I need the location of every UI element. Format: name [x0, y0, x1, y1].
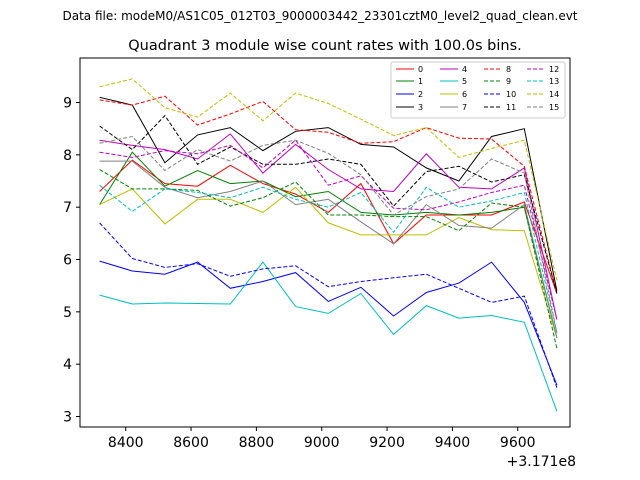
legend-label-9: 9	[506, 77, 511, 86]
axes: 8400 8600 8800 9000 9200 9400 9600 3 4 5 6 7 8 9	[63, 95, 535, 451]
series-line-11	[99, 114, 558, 294]
series-line-7	[99, 160, 558, 339]
legend-label-12: 12	[549, 65, 559, 74]
legend-label-14: 14	[549, 90, 559, 99]
series-line-10	[99, 222, 558, 388]
y-tick-label: 6	[63, 253, 72, 269]
y-tick-label: 8	[63, 148, 72, 164]
legend-label-15: 15	[549, 103, 559, 112]
series-line-5	[99, 261, 558, 412]
legend-label-0: 0	[418, 65, 423, 74]
legend-label-7: 7	[462, 103, 467, 112]
series-line-15	[99, 135, 558, 333]
x-tick-label: 8600	[173, 435, 209, 451]
legend-label-3: 3	[418, 103, 423, 112]
axes-frame	[79, 57, 571, 428]
x-tick-label: 9000	[304, 435, 340, 451]
legend-label-4: 4	[462, 65, 467, 74]
legend-label-1: 1	[418, 77, 423, 86]
x-tick-label: 8800	[239, 435, 275, 451]
legend-label-13: 13	[549, 77, 559, 86]
x-offset-label: +3.171e8	[507, 454, 576, 470]
legend-label-6: 6	[462, 90, 467, 99]
legend-box	[390, 61, 566, 119]
x-tick-label: 9200	[369, 435, 405, 451]
series-line-3	[99, 96, 558, 291]
x-tick-label: 9600	[500, 435, 536, 451]
series-line-9	[99, 169, 558, 349]
series-line-12	[99, 139, 558, 320]
legend-label-2: 2	[418, 90, 423, 99]
series-line-8	[99, 95, 558, 294]
x-tick-label: 9400	[435, 435, 471, 451]
series-line-0	[99, 159, 558, 294]
series-line-14	[99, 78, 558, 281]
series-line-6	[99, 186, 558, 339]
plot-area	[99, 78, 558, 412]
y-tick-label: 3	[63, 410, 72, 426]
series-line-4	[99, 133, 558, 320]
legend-label-11: 11	[506, 103, 516, 112]
y-tick-label: 9	[63, 95, 72, 111]
legend-label-8: 8	[506, 65, 511, 74]
series-line-13	[99, 184, 558, 333]
y-tick-label: 4	[63, 357, 72, 373]
series-line-1	[99, 151, 558, 339]
y-tick-label: 7	[63, 200, 72, 216]
chart-title: Quadrant 3 module wise count rates with …	[128, 38, 522, 54]
y-tick-label: 5	[63, 305, 72, 321]
legend-label-10: 10	[506, 90, 516, 99]
series-line-2	[99, 260, 558, 386]
legend-label-5: 5	[462, 77, 467, 86]
suptitle: Data file: modeM0/AS1C05_012T03_90000034…	[62, 9, 577, 23]
x-tick-label: 8400	[108, 435, 144, 451]
